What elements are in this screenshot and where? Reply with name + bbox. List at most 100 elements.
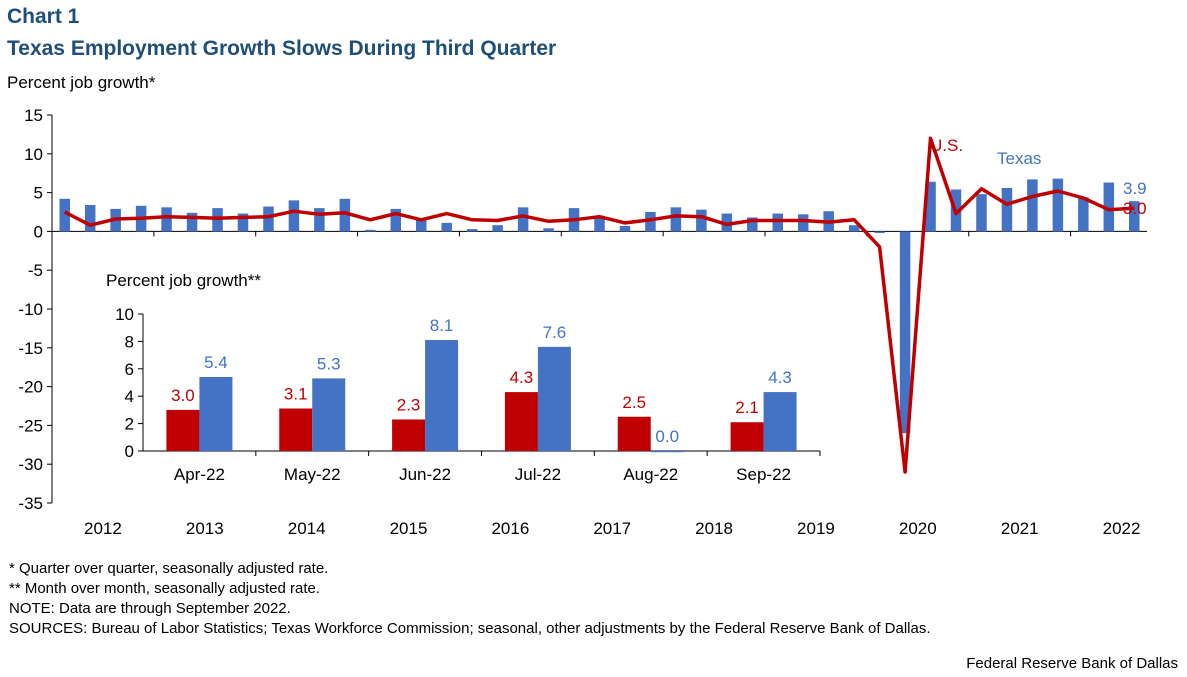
texas-bar bbox=[466, 229, 478, 232]
inset-us-value-label: 2.3 bbox=[397, 395, 421, 414]
texas-series-label: Texas bbox=[997, 149, 1041, 168]
inset-texas-value-label: 4.3 bbox=[768, 368, 792, 387]
main-x-year-label: 2022 bbox=[1103, 519, 1141, 538]
chart-number: Chart 1 bbox=[7, 5, 80, 28]
main-y-tick-label: -25 bbox=[18, 416, 43, 435]
inset-us-value-label: 2.5 bbox=[622, 393, 646, 412]
footnote-note: NOTE: Data are through September 2022. bbox=[9, 600, 291, 617]
main-x-year-label: 2013 bbox=[186, 519, 224, 538]
inset-x-category-label: Apr-22 bbox=[174, 465, 225, 484]
main-x-year-label: 2014 bbox=[288, 519, 326, 538]
main-y-tick-label: -10 bbox=[18, 300, 43, 319]
inset-y-tick-label: 0 bbox=[125, 442, 134, 461]
texas-bar bbox=[1103, 182, 1115, 232]
inset-texas-bar bbox=[537, 346, 571, 451]
inset-us-bar bbox=[166, 409, 200, 451]
texas-bar bbox=[747, 217, 758, 232]
inset-us-bar bbox=[504, 392, 538, 451]
inset-us-value-label: 4.3 bbox=[510, 368, 534, 387]
inset-texas-value-label: 8.1 bbox=[430, 316, 454, 335]
texas-bar bbox=[874, 231, 885, 233]
inset-texas-value-label: 0.0 bbox=[655, 427, 679, 446]
inset-texas-bar bbox=[425, 340, 459, 451]
texas-bar bbox=[619, 225, 631, 232]
inset-x-category-label: Jun-22 bbox=[399, 465, 451, 484]
inset-texas-value-label: 7.6 bbox=[543, 323, 567, 342]
source-credit: Federal Reserve Bank of Dallas bbox=[966, 655, 1178, 672]
main-y-tick-label: -5 bbox=[28, 261, 43, 280]
texas-bar bbox=[492, 225, 503, 232]
texas-bar bbox=[670, 207, 682, 232]
main-y-tick-label: 10 bbox=[24, 145, 43, 164]
inset-y-tick-label: 6 bbox=[125, 360, 134, 379]
texas-bar bbox=[237, 213, 249, 232]
footnote-sources: SOURCES: Bureau of Labor Statistics; Tex… bbox=[9, 620, 931, 637]
texas-bar bbox=[696, 209, 707, 232]
texas-quarterly-bars bbox=[59, 178, 1140, 434]
us-line bbox=[63, 136, 1135, 474]
inset-us-bar bbox=[279, 408, 313, 451]
texas-latest-value-label: 3.9 bbox=[1123, 179, 1147, 198]
main-x-year-label: 2015 bbox=[390, 519, 428, 538]
inset-texas-bar bbox=[199, 377, 233, 451]
texas-bar bbox=[1027, 179, 1038, 232]
texas-bar bbox=[263, 206, 274, 232]
texas-bar bbox=[543, 228, 554, 232]
texas-bar bbox=[415, 218, 427, 232]
texas-bar bbox=[517, 207, 529, 232]
inset-texas-value-label: 5.3 bbox=[317, 354, 341, 373]
main-y-tick-label: -15 bbox=[18, 339, 43, 358]
texas-bar bbox=[1129, 201, 1140, 232]
inset-x-category-label: May-22 bbox=[284, 465, 341, 484]
main-annotations: U.S. Texas 3.93.0 bbox=[930, 136, 1147, 218]
inset-us-value-label: 3.0 bbox=[171, 386, 195, 405]
main-y-tick-label: -20 bbox=[18, 378, 43, 397]
texas-bar bbox=[441, 222, 452, 232]
inset-us-value-label: 3.1 bbox=[284, 385, 308, 404]
texas-bar bbox=[1052, 178, 1064, 232]
main-x-year-label: 2017 bbox=[593, 519, 631, 538]
inset-y-tick-label: 10 bbox=[115, 305, 134, 324]
texas-bar bbox=[594, 215, 605, 232]
inset-x-category-label: Sep-22 bbox=[736, 465, 791, 484]
main-y-axis-label: Percent job growth* bbox=[7, 73, 156, 92]
texas-bar bbox=[365, 229, 376, 232]
inset-x-category-label: Jul-22 bbox=[515, 465, 561, 484]
main-x-year-label: 2016 bbox=[491, 519, 529, 538]
inset-us-bar bbox=[392, 419, 426, 451]
texas-bar bbox=[186, 212, 198, 232]
main-x-year-label: 2021 bbox=[1001, 519, 1039, 538]
inset-us-bar bbox=[617, 416, 651, 451]
texas-bar bbox=[772, 213, 784, 232]
inset-monthly-chart: 10 8 6 4 2 0 3.0 5.4 Apr-22 3.1 5.3 May-22 2.3 8.1 Jun… bbox=[99, 300, 829, 492]
texas-bar bbox=[1001, 187, 1013, 232]
main-y-tick-label: 0 bbox=[34, 222, 43, 241]
main-y-tick-label: 5 bbox=[34, 184, 43, 203]
footnotes: * Quarter over quarter, seasonally adjus… bbox=[9, 559, 931, 639]
texas-bar bbox=[645, 212, 656, 232]
inset-texas-value-label: 5.4 bbox=[204, 353, 228, 372]
texas-bar bbox=[797, 214, 809, 232]
footnote-quarterly: * Quarter over quarter, seasonally adjus… bbox=[9, 560, 329, 577]
inset-texas-bar bbox=[312, 378, 346, 451]
inset-y-tick-label: 4 bbox=[125, 387, 134, 406]
texas-bar bbox=[848, 225, 860, 232]
us-latest-value-label: 3.0 bbox=[1123, 199, 1147, 218]
us-quarterly-line bbox=[63, 136, 1135, 474]
main-y-tick-label: -35 bbox=[18, 494, 43, 513]
texas-bar bbox=[161, 207, 172, 232]
inset-y-tick-label: 2 bbox=[125, 415, 134, 434]
texas-bar bbox=[84, 205, 96, 232]
texas-bar bbox=[976, 194, 987, 232]
main-y-tick-label: 15 bbox=[24, 106, 43, 125]
main-x-year-label: 2020 bbox=[899, 519, 937, 538]
inset-y-tick-label: 8 bbox=[125, 332, 134, 351]
main-x-year-label: 2012 bbox=[84, 519, 122, 538]
main-x-year-label: 2018 bbox=[695, 519, 733, 538]
us-series-label: U.S. bbox=[930, 136, 963, 155]
inset-y-axis-label: Percent job growth** bbox=[106, 271, 261, 290]
footnote-monthly: ** Month over month, seasonally adjusted… bbox=[9, 580, 321, 597]
inset-texas-bar bbox=[650, 451, 684, 453]
